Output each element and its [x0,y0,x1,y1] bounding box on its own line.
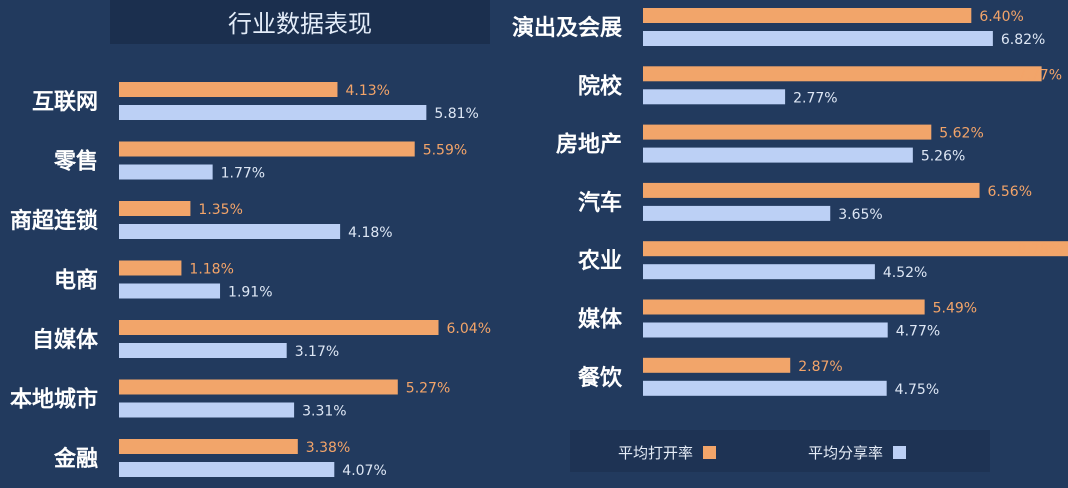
bar-open-rate [119,82,338,97]
value-label-open-rate: 5.27% [406,381,450,397]
bar-open-rate [119,379,398,395]
category-label: 商超连锁 [10,208,98,234]
legend-label-open-rate: 平均打开率 [618,444,694,462]
value-label-open-rate: 1.18% [189,262,233,278]
bar-open-rate [643,8,972,23]
value-label-share-rate: 3.65% [838,207,882,223]
legend-label-share-rate: 平均分享率 [808,444,884,462]
bar-open-rate [643,357,791,373]
value-label-open-rate: 5.62% [939,126,983,142]
bar-open-rate [119,439,298,454]
category-label: 电商 [54,268,98,294]
title-bar [110,0,490,44]
bar-open-rate [119,201,191,216]
bar-share-rate [119,224,341,239]
category-label: 餐饮 [578,366,623,391]
value-label-share-rate: 2.77% [793,90,837,106]
value-label-open-rate: 2.87% [798,359,842,375]
legend-swatch-share-rate [893,446,907,459]
bar-open-rate [643,241,1068,257]
category-label: 院校 [578,73,623,99]
value-label-share-rate: 5.26% [921,149,965,165]
legend: 平均打开率 平均分享率 [570,430,990,472]
bar-open-rate [119,260,182,276]
category-label: 农业 [577,248,622,274]
value-label-open-rate: 6.04% [447,321,491,337]
value-label-share-rate: 1.91% [228,285,272,301]
bar-share-rate [119,343,287,358]
legend-item-open-rate: 平均打开率 [618,442,717,463]
value-label-share-rate: 4.07% [342,463,386,479]
bar-share-rate [643,89,786,105]
value-label-share-rate: 1.77% [221,166,265,182]
chart-title: 行业数据表现 [228,10,372,38]
value-label-share-rate: 4.18% [348,225,392,241]
bar-open-rate [643,182,980,198]
bar-share-rate [119,462,335,477]
value-label-share-rate: 4.52% [883,265,927,281]
value-label-share-rate: 4.77% [896,324,940,340]
bar-open-rate [119,320,439,335]
bar-share-rate [643,147,913,163]
value-label-open-rate: 4.13% [345,83,389,99]
value-label-share-rate: 6.82% [1001,32,1045,48]
bar-share-rate [119,105,427,120]
bar-share-rate [643,205,831,221]
value-label-share-rate: 3.31% [302,404,346,420]
value-label-open-rate: 8.78% [1018,242,1062,258]
bar-share-rate [643,31,993,46]
value-label-open-rate: 6.40% [979,9,1023,25]
value-label-share-rate: 5.81% [434,106,478,122]
bar-open-rate [643,124,932,140]
bar-share-rate [643,380,887,396]
category-label: 互联网 [32,90,98,115]
bar-share-rate [119,283,221,299]
value-label-open-rate: 7.77% [1018,67,1062,83]
bar-share-rate [119,164,213,180]
bar-share-rate [643,264,875,280]
value-label-share-rate: 4.75% [895,382,939,398]
category-label: 演出及会展 [512,15,622,41]
bar-open-rate [643,299,925,315]
value-label-open-rate: 5.59% [423,143,467,159]
category-label: 零售 [53,149,98,175]
bar-open-rate [643,66,1042,82]
legend-swatch-open-rate [703,446,717,459]
bar-share-rate [119,402,295,418]
category-label: 金融 [53,446,98,472]
category-label: 房地产 [556,132,622,158]
value-label-open-rate: 6.56% [988,184,1032,200]
value-label-share-rate: 3.17% [295,344,339,360]
bar-open-rate [119,141,415,157]
bar-share-rate [643,322,888,338]
category-label: 自媒体 [32,327,99,353]
category-label: 媒体 [578,307,623,333]
category-label: 本地城市 [10,387,98,413]
value-label-open-rate: 1.35% [198,202,242,218]
value-label-open-rate: 3.38% [306,440,350,456]
category-label: 汽车 [578,190,622,216]
legend-item-share-rate: 平均分享率 [808,442,907,463]
value-label-open-rate: 5.49% [933,301,977,317]
